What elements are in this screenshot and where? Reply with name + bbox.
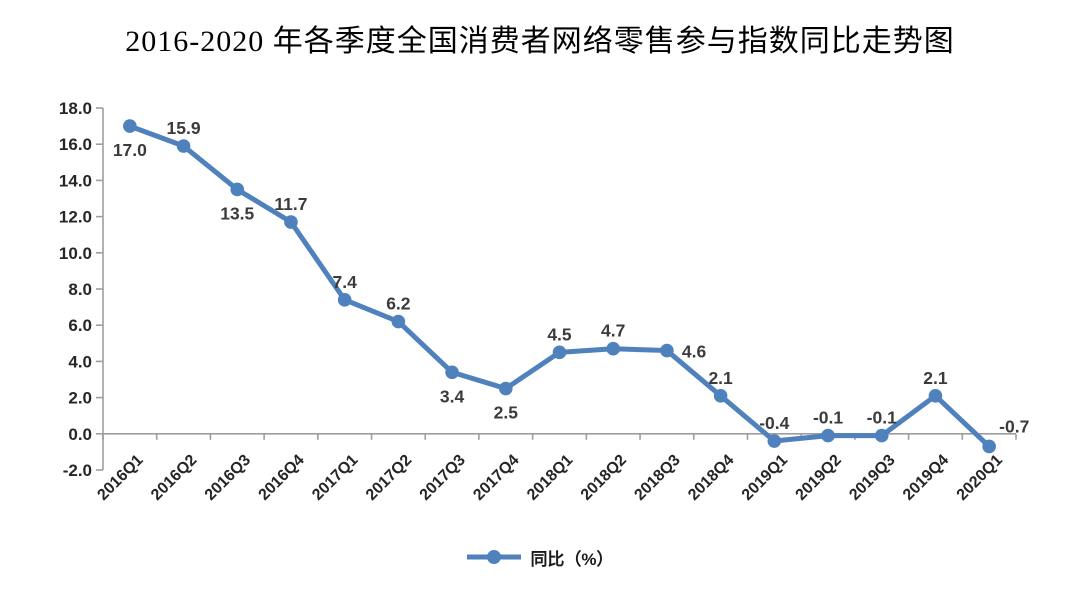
data-point-label: 2.1 (708, 368, 733, 388)
data-point-label: 4.7 (601, 321, 625, 341)
x-tick-label: 2016Q3 (202, 452, 254, 504)
x-tick-label: 2020Q1 (954, 452, 1006, 504)
data-point (767, 434, 782, 448)
x-tick-label: 2016Q4 (256, 452, 308, 504)
data-point-label: 15.9 (167, 118, 201, 138)
x-tick-label: 2019Q2 (793, 452, 845, 504)
data-point (982, 439, 996, 454)
data-point-label: 2.5 (494, 403, 519, 423)
data-point (713, 388, 728, 403)
line-chart-plot-area: 18.0 16.0 14.0 12.0 10.0 8.0 6.0 4.0 2.0 0.0 -2.0 1… (59, 99, 1029, 504)
x-tick-label: 2019Q3 (846, 452, 898, 504)
x-tick-label: 2017Q2 (363, 452, 415, 504)
x-tick-label: 2017Q4 (470, 452, 522, 504)
data-point-label: -0.1 (813, 408, 843, 428)
x-tick-label: 2018Q3 (631, 452, 683, 504)
x-tick-label: 2018Q4 (685, 452, 737, 504)
data-point-label: 6.2 (386, 294, 411, 314)
data-point (337, 293, 352, 307)
data-point (874, 428, 889, 443)
data-point-label: -0.7 (999, 416, 1029, 436)
data-line (127, 123, 992, 449)
data-point-label: 13.5 (220, 203, 254, 223)
data-point-label: 4.5 (547, 324, 572, 344)
data-point-label: -0.4 (759, 413, 789, 433)
data-point (445, 365, 459, 380)
data-point (552, 345, 567, 360)
data-point-label: 17.0 (113, 140, 147, 160)
y-tick-label: 14.0 (59, 171, 92, 190)
data-point-label: 11.7 (274, 194, 307, 214)
chart-title: 2016-2020 年各季度全国消费者网络零售参与指数同比走势图 (125, 25, 955, 58)
x-tick-label: 2016Q2 (148, 452, 200, 504)
x-tick-label: 2017Q1 (309, 452, 361, 504)
x-tick-label: 2017Q3 (417, 452, 469, 504)
y-tick-label: 8.0 (68, 280, 92, 299)
x-tick-label: 2019Q1 (739, 452, 791, 504)
y-tick-label: -2.0 (63, 461, 92, 480)
data-point (123, 119, 137, 133)
data-point-label: 3.4 (440, 386, 465, 406)
y-tick-label: 4.0 (68, 352, 92, 371)
data-point-label: 2.1 (923, 368, 948, 388)
data-point (821, 428, 835, 443)
data-point-label: 7.4 (333, 272, 358, 292)
data-point-label: 4.6 (682, 342, 707, 362)
x-tick-label: 2018Q2 (578, 452, 630, 504)
data-point (284, 215, 298, 229)
y-tick-label: 12.0 (59, 208, 92, 227)
data-point (606, 341, 621, 356)
legend-series-label: 同比（%） (530, 549, 614, 569)
data-point (928, 388, 943, 403)
data-point-label: -0.1 (867, 408, 897, 428)
legend: 同比（%） (0, 541, 1080, 573)
data-point (498, 381, 513, 396)
legend-line-marker-icon (467, 550, 522, 564)
data-point (176, 139, 191, 153)
y-tick-label: 18.0 (59, 99, 92, 118)
x-tick-label: 2019Q4 (900, 452, 952, 504)
y-tick-label: 10.0 (59, 244, 92, 263)
y-tick-label: 2.0 (68, 389, 92, 408)
y-tick-label: 0.0 (68, 425, 92, 444)
data-point (391, 314, 406, 329)
y-tick-label: 16.0 (59, 135, 92, 154)
x-tick-label: 2018Q1 (524, 452, 576, 504)
data-point (660, 343, 674, 358)
data-point (230, 182, 245, 197)
y-tick-label: 6.0 (68, 316, 92, 335)
